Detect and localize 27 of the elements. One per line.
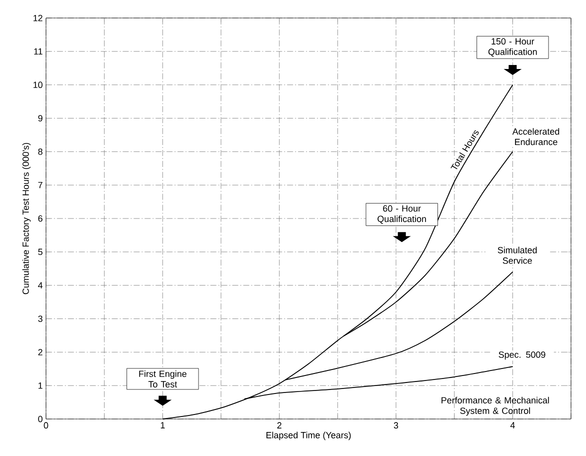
y-tick-label: 12 (34, 14, 42, 22)
y-tick-label: 8 (38, 148, 42, 155)
y-tick-label: 3 (38, 316, 42, 322)
x-tick-label: 1 (160, 422, 165, 428)
y-tick-label: 10 (34, 82, 42, 88)
annotation: First Engine To Test (139, 370, 186, 388)
series-label: Accelerated Endurance (512, 128, 560, 146)
y-tick-label: 1 (38, 382, 42, 389)
x-tick-label: 4 (510, 422, 515, 428)
annotation: 60 - Hour Qualification (378, 205, 426, 224)
y-tick-label: 2 (38, 349, 42, 356)
y-tick-label: 4 (38, 282, 43, 288)
y-tick-label: 5 (38, 248, 42, 256)
y-tick-label: 0 (38, 416, 42, 422)
x-tick-label: 3 (394, 422, 398, 429)
x-tick-label: 2 (277, 422, 282, 428)
series-label: Simulated Service (498, 246, 537, 264)
y-tick-label: 7 (38, 182, 42, 188)
y-tick-label: 11 (34, 48, 42, 54)
x-axis-title: Elapsed Time (Years) (266, 432, 351, 440)
y-tick-label: 6 (38, 215, 42, 222)
series-label: Spec. 5009 (498, 351, 546, 360)
y-tick-label: 9 (38, 115, 42, 122)
annotation: 150 - Hour Qualification (488, 38, 537, 57)
annotation: Performance & Mechanical System & Control (442, 396, 549, 416)
y-axis-title: Cumulative Factory Test Hours (000's) (22, 142, 31, 294)
x-tick-label: 0 (44, 422, 48, 429)
